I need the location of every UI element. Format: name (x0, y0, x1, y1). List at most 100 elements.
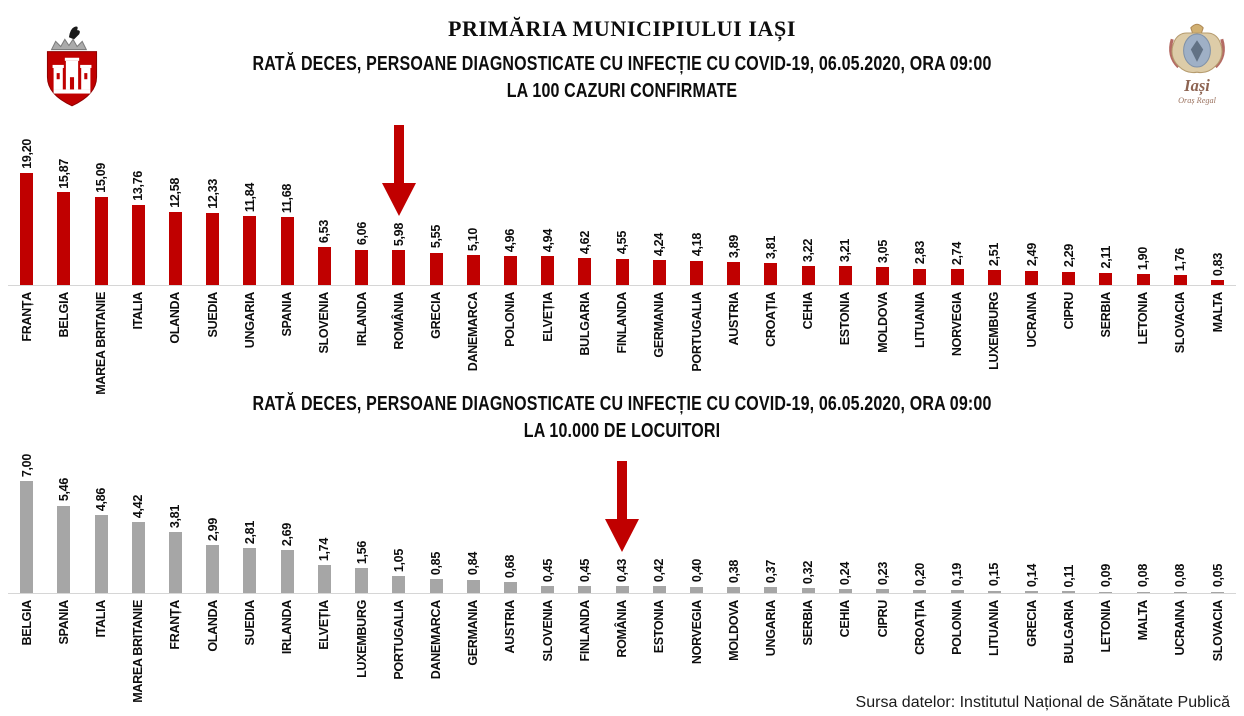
chart-per-100-cases-subtitle-line2: LA 100 CAZURI CONFIRMATE (506, 80, 738, 102)
axis-label-cell: DANEMARCA (455, 286, 492, 382)
bar-value-label: 5,55 (429, 225, 444, 249)
bar-value-label: 2,81 (242, 520, 257, 544)
country-label: LITUANIA (987, 600, 1002, 656)
iasi-royal-crest-icon: Iași Oraș Regal (1169, 23, 1225, 105)
chart-per-100-cases-plot: 19,20 15,87 15,09 13,76 12,58 12,33 11,84 11,68… (8, 105, 1236, 286)
country-label: MALTA (1136, 600, 1151, 641)
bar (541, 256, 555, 285)
bar (168, 532, 182, 593)
axis-label-cell: ITALIA (120, 286, 157, 382)
bar (1062, 271, 1076, 285)
chart-per-10000-inhabitants-subtitle: RATĂ DECES, PERSOANE DIAGNOSTICATE CU IN… (0, 391, 1244, 445)
axis-label-cell: LITUANIA (901, 286, 938, 382)
bar (615, 258, 629, 285)
axis-label-cell: ESTONIA (827, 286, 864, 382)
bar (541, 585, 555, 593)
axis-label-cell: OLANDA (194, 594, 231, 696)
bar (243, 215, 257, 285)
bar-value-label: 4,62 (577, 230, 592, 255)
bar-value-label: 1,05 (391, 549, 406, 573)
bar-column: 12,33 (194, 179, 231, 285)
axis-label-cell: SPANIA (45, 594, 82, 696)
bar (764, 587, 778, 593)
country-label: LITUANIA (912, 292, 927, 348)
bar-column: 15,87 (45, 159, 82, 285)
bar-column: 0,83 (1199, 253, 1236, 285)
bar-value-label: 3,81 (763, 235, 778, 259)
bar (280, 550, 294, 593)
axis-label-cell: OLANDA (157, 286, 194, 382)
bar-column: 5,98 (380, 125, 417, 285)
country-label: AUSTRIA (503, 600, 518, 654)
bar-value-label: 7,00 (19, 453, 34, 477)
bar (131, 204, 145, 285)
bar-value-label: 11,68 (280, 183, 295, 213)
country-label: SPANIA (280, 292, 295, 337)
chart-per-10000-inhabitants-subtitle-line2: LA 10.000 DE LOCUITORI (523, 420, 721, 442)
country-label: MAREA BRITANIE (94, 292, 109, 395)
bar-value-label: 4,86 (94, 488, 109, 512)
axis-label-cell: FINLANDA (604, 286, 641, 382)
axis-label-cell: LUXEMBURG (343, 594, 380, 696)
bar-column: 6,06 (343, 222, 380, 285)
country-label: OLANDA (205, 600, 220, 652)
chart-per-100-cases-axis-labels: FRANȚA BELGIA MAREA BRITANIE ITALIA OLANDA SU… (8, 286, 1236, 395)
bar-column: 0,09 (1087, 564, 1124, 593)
bar (652, 260, 666, 285)
country-label: LETONIA (1136, 292, 1151, 345)
bar (764, 262, 778, 285)
bar-column: 0,23 (864, 562, 901, 593)
bar (652, 586, 666, 593)
country-label: FRANȚA (19, 292, 34, 342)
bar-value-label: 0,37 (763, 559, 778, 584)
bar-value-label: 0,08 (1136, 564, 1151, 588)
bar-column: 0,15 (976, 563, 1013, 593)
axis-label-cell: CIPRU (864, 594, 901, 696)
bar-value-label: 0,84 (466, 552, 481, 576)
bar-column: 4,62 (566, 231, 603, 285)
data-source-note: Sursa datelor: Institutul Național de Să… (855, 694, 1230, 711)
bar-column: 0,20 (901, 563, 938, 593)
bar-column: 0,43 (604, 461, 641, 593)
axis-label-cell: LETONIA (1125, 286, 1162, 382)
bar (838, 589, 852, 593)
country-label: POLONIA (503, 292, 518, 347)
country-label: CIPRU (875, 600, 890, 638)
bar-value-label: 0,38 (726, 559, 741, 583)
bar (987, 270, 1001, 285)
axis-label-cell: UNGARIA (752, 594, 789, 696)
bar (20, 173, 34, 285)
bar-column: 2,83 (901, 241, 938, 285)
country-label: UNGARIA (242, 292, 257, 349)
axis-label-cell: SERBIA (1087, 286, 1124, 382)
bar (913, 268, 927, 285)
bar-value-label: 1,76 (1173, 247, 1188, 271)
axis-label-cell: ROMÂNIA (380, 286, 417, 382)
bar (1173, 591, 1187, 593)
country-label: SLOVENIA (317, 292, 332, 354)
bar-column: 13,76 (120, 171, 157, 285)
bar (727, 262, 741, 285)
country-label: BELGIA (56, 292, 71, 338)
axis-label-cell: SLOVENIA (529, 594, 566, 696)
bar-value-label: 0,24 (838, 562, 853, 586)
country-label: SLOVACIA (1173, 292, 1188, 354)
bar-column: 2,29 (1050, 244, 1087, 285)
axis-label-cell: SLOVACIA (1162, 286, 1199, 382)
bar-value-label: 2,83 (912, 241, 927, 265)
axis-label-cell: LETONIA (1087, 594, 1124, 696)
bar (20, 481, 34, 593)
bar-value-label: 0,23 (875, 562, 890, 586)
axis-label-cell: BULGARIA (566, 286, 603, 382)
bar-column: 0,08 (1125, 564, 1162, 593)
axis-label-cell: ITALIA (82, 594, 119, 696)
bar-value-label: 0,15 (987, 563, 1002, 587)
bar-column: 4,96 (492, 229, 529, 285)
bar-value-label: 4,55 (615, 231, 630, 255)
bar-column: 4,55 (604, 231, 641, 285)
bar-column: 1,90 (1125, 247, 1162, 285)
country-label: SUEDIA (242, 600, 257, 646)
bar-value-label: 0,85 (429, 552, 444, 576)
bar-value-label: 5,46 (56, 478, 71, 502)
bar-value-label: 4,18 (689, 233, 704, 257)
